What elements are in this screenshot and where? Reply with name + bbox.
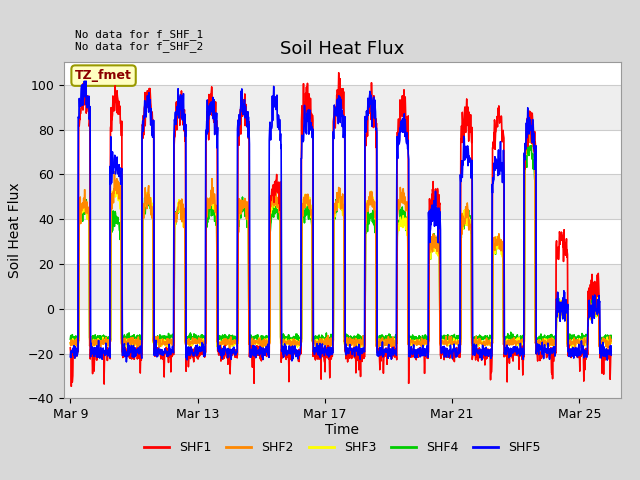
Text: TZ_fmet: TZ_fmet [75,69,132,82]
Bar [64,309,621,354]
Bar [64,130,621,174]
Y-axis label: Soil Heat Flux: Soil Heat Flux [8,182,22,278]
X-axis label: Time: Time [325,422,360,436]
Bar [64,264,621,309]
Legend: SHF1, SHF2, SHF3, SHF4, SHF5: SHF1, SHF2, SHF3, SHF4, SHF5 [139,436,546,459]
Bar [64,354,621,398]
Bar [64,85,621,130]
Bar [64,219,621,264]
Title: Soil Heat Flux: Soil Heat Flux [280,40,404,58]
Bar [64,174,621,219]
Text: No data for f_SHF_1
No data for f_SHF_2: No data for f_SHF_1 No data for f_SHF_2 [75,29,204,52]
